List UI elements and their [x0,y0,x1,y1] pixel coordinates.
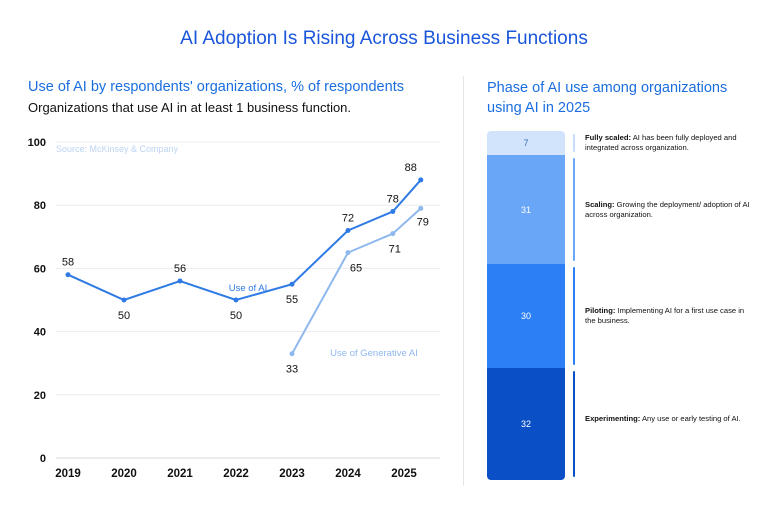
phase-bracket [573,158,575,261]
series-label-ai: Use of AI [229,283,268,294]
x-tick-label: 2022 [223,468,249,480]
data-label: 33 [286,364,298,376]
line-chart: 0 20 40 60 80 100 2019 2020 2021 2022 2023 2024 2025… [28,137,440,480]
y-tick-label: 100 [28,137,46,149]
data-point [289,281,295,287]
phase-stacked-bar: 7 31 30 32 [487,131,565,480]
source-note: Source: McKinsey & Company [56,144,179,154]
y-tick-label: 20 [34,390,46,402]
x-tick-label: 2023 [279,468,305,480]
data-label: 58 [62,257,74,269]
y-tick-label: 80 [34,200,46,212]
data-point [177,278,183,284]
data-label: 88 [405,162,417,174]
x-tick-label: 2019 [55,468,81,480]
phase-description: Piloting: Implementing AI for a first us… [585,305,745,325]
phase-description: Fully scaled: AI has been fully deployed… [585,133,737,153]
data-label: 50 [230,310,242,322]
data-point [121,297,127,303]
data-label: 78 [387,194,399,206]
page-title: AI Adoption Is Rising Across Business Fu… [180,28,588,49]
phase-segment-scaling: 31 [487,155,565,264]
y-tick-label: 60 [34,263,46,275]
panel-divider [463,76,464,486]
phase-description: Scaling: Growing the deployment/ adoptio… [585,199,750,219]
data-point [65,272,71,278]
series-label-genai: Use of Generative AI [330,348,418,359]
series-line-ai [67,179,422,302]
line-chart-subtitle: Organizations that use AI in at least 1 … [28,100,352,115]
y-tick-label: 40 [34,327,46,339]
data-point [418,177,424,183]
y-tick-label: 0 [40,453,46,465]
data-point [345,250,351,256]
phase-name: Experimenting: [585,414,641,424]
phase-chart-title: Phase of AI use among organizations usin… [487,80,728,116]
phase-segment-experimenting: 32 [487,368,565,480]
data-label: 50 [118,310,130,322]
data-label: 55 [286,294,298,306]
phase-description: Experimenting: Any use or early testing … [585,414,741,424]
phase-bracket [573,134,575,153]
data-label: 65 [350,263,362,275]
phase-name: Piloting: [585,305,616,315]
line-chart-title: Use of AI by respondents' organizations,… [28,79,404,95]
phase-segment-piloting: 30 [487,263,565,369]
data-label: 79 [417,216,429,228]
phase-bracket [573,371,575,477]
series-line-genai [291,207,422,355]
x-tick-label: 2021 [167,468,193,480]
data-point [233,297,239,303]
x-tick-label: 2020 [111,468,137,480]
data-point [418,205,424,211]
phase-name: Fully scaled: [585,133,632,143]
x-tick-label: 2024 [335,468,361,480]
phase-bracket [573,266,575,366]
x-tick-label: 2025 [391,468,417,480]
data-label: 71 [389,244,401,256]
data-point [345,227,351,233]
phase-name: Scaling: [585,199,615,209]
data-point [390,231,396,237]
data-point [390,209,396,215]
data-point [289,351,295,357]
data-label: 56 [174,263,186,275]
phase-segment-fully-scaled: 7 [487,131,565,156]
data-label: 72 [342,212,354,224]
